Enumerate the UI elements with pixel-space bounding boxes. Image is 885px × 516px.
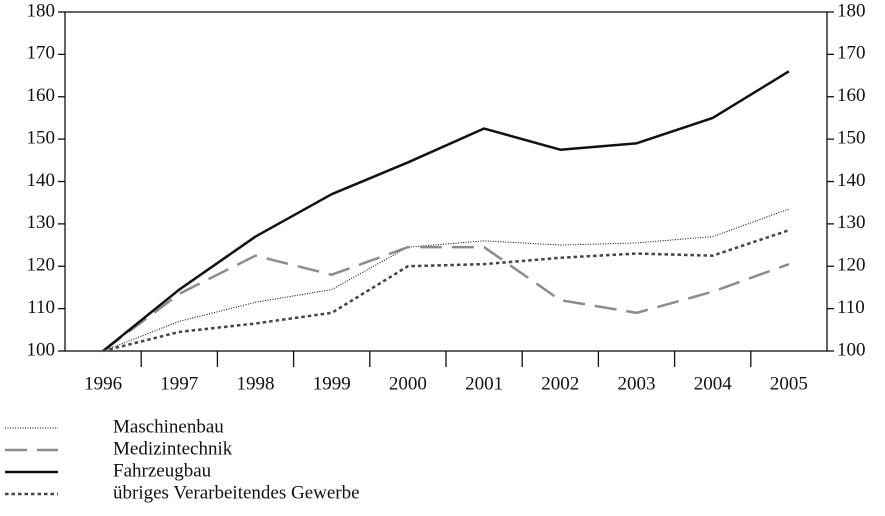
y2-tick-label: 130 [837, 212, 866, 233]
x-tick-label: 2004 [694, 373, 733, 394]
x-tick-label: 1999 [313, 373, 351, 394]
series-line [102, 229, 790, 353]
y2-tick-label: 150 [837, 127, 866, 148]
series-line [102, 245, 790, 352]
legend-label: Fahrzeugbau [113, 460, 212, 481]
legend-label: übriges Verarbeitendes Gewerbe [113, 482, 360, 503]
y2-tick-label: 110 [837, 297, 865, 318]
y-tick-label: 110 [27, 297, 55, 318]
y-tick-label: 100 [27, 339, 56, 360]
series-line [102, 70, 790, 352]
x-tick-label: 2001 [465, 373, 503, 394]
plot-frame [64, 11, 828, 352]
y2-tick-label: 140 [837, 170, 866, 191]
y2-tick-label: 180 [837, 0, 866, 21]
x-tick-label: 1998 [237, 373, 275, 394]
legend-label: Medizintechnik [113, 438, 233, 459]
x-tick-label: 1996 [84, 373, 122, 394]
y-tick-label: 160 [27, 85, 56, 106]
y-tick-label: 130 [27, 212, 56, 233]
legend-label: Maschinenbau [113, 416, 224, 437]
y-tick-label: 120 [27, 255, 56, 276]
y-tick-label: 140 [27, 170, 56, 191]
y2-tick-label: 160 [837, 85, 866, 106]
series-line [102, 208, 790, 352]
y2-tick-label: 120 [837, 255, 866, 276]
x-tick-label: 1997 [160, 373, 198, 394]
x-tick-label: 2005 [770, 373, 808, 394]
y2-tick-label: 100 [837, 339, 866, 360]
y-tick-label: 180 [27, 0, 56, 21]
x-tick-label: 2003 [618, 373, 656, 394]
x-tick-label: 2002 [541, 373, 579, 394]
y2-tick-label: 170 [837, 43, 866, 64]
x-tick-label: 2000 [389, 373, 427, 394]
y-tick-label: 170 [27, 43, 56, 64]
y-tick-label: 150 [27, 127, 56, 148]
